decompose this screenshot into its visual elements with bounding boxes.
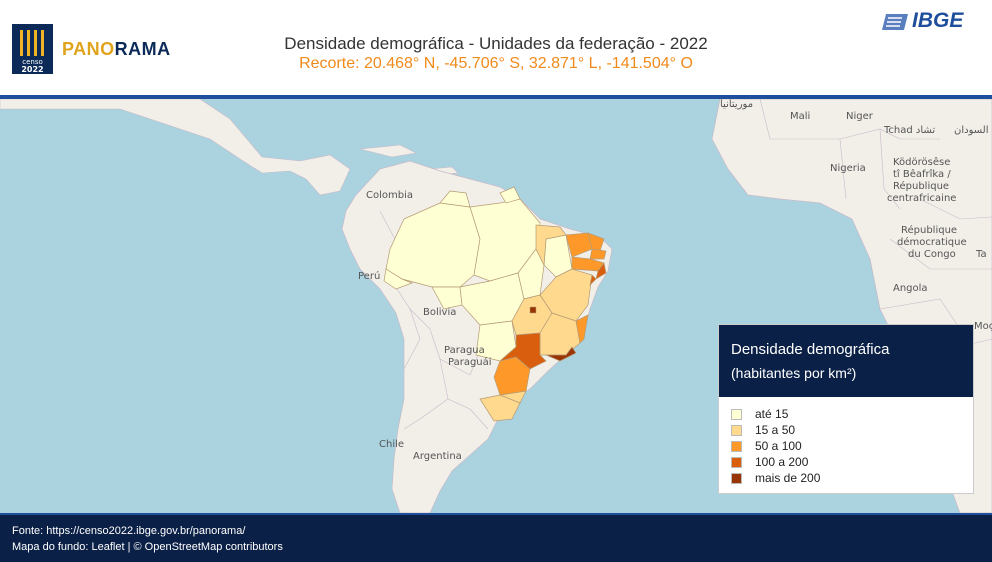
state-rio-grande-do-sul [479,394,521,422]
map-label-peru: Perú [358,271,381,282]
legend-header: Densidade demográfica (habitantes por km… [719,325,973,397]
map-label-car-line3: République [893,181,950,192]
basemap-svg [0,99,992,513]
map-legend: Densidade demográfica (habitantes por km… [718,324,974,494]
state-alagoas [595,262,607,280]
legend-label: 15 a 50 [755,423,796,437]
map-label-drc-line2: démocratique [897,237,967,248]
state-sao-paulo [499,332,547,370]
state-maranhao [535,224,567,267]
legend-label: mais de 200 [755,471,821,485]
state-paraiba [589,248,607,260]
footer-divider [0,513,992,515]
footer-basemap-credit[interactable]: Mapa do fundo: Leaflet | © OpenStreetMap… [12,541,283,553]
state-acre [383,268,413,290]
map-label-chile: Chile [379,439,405,450]
header: censo 2022 PANORAMA Densidade demográfic… [0,0,992,96]
legend-swatch [731,457,742,468]
footer: Fonte: https://censo2022.ibge.gov.br/pan… [0,513,992,562]
map-label-chad: Tchad تشاد [884,125,936,136]
legend-item: 50 a 100 [731,439,961,453]
map-label-sudan: السودان [954,125,989,136]
legend-unit: (habitantes por km²) [731,365,857,381]
page-title: Densidade demográfica - Unidades da fede… [284,34,708,53]
logo-tally-mark [34,30,37,56]
legend-swatch [731,409,742,420]
page-subtitle: Recorte: 20.468° N, -45.706° S, 32.871° … [299,55,693,72]
legend-item: mais de 200 [731,471,961,485]
land-central-america [0,99,351,196]
map-label-mozambique: Moç [974,321,992,332]
map-canvas[interactable]: موريتانيا Mali Niger Tchad تشاد السودان … [0,99,992,513]
map-label-mauritania: موريتانيا [720,99,754,110]
legend-item: 15 a 50 [731,423,961,437]
map-label-niger: Niger [846,111,873,122]
legend-label: 100 a 200 [755,455,809,469]
logo-tally-mark [27,30,30,56]
map-label-nigeria: Nigeria [830,163,866,174]
map-label-paraguay-line1: Paragua [444,345,485,356]
state-sergipe [589,274,597,287]
map-label-bolivia: Bolivia [423,307,457,318]
border-south-america [379,210,489,430]
legend-swatch [731,425,742,436]
state-rio-de-janeiro [545,346,577,362]
land-africa [711,99,992,513]
ibge-logo-icon [882,14,908,30]
header-divider [0,95,992,99]
legend-swatch [731,473,742,484]
logo-censo-text: censo [22,58,43,66]
logo-tally-mark [41,30,44,56]
state-espirito-santo [575,314,589,344]
map-label-angola: Angola [893,283,928,294]
censo-2022-logo[interactable]: censo 2022 [12,24,53,74]
logo-tally-mark [20,30,23,56]
map-label-car-line4: centrafricaine [887,193,957,204]
footer-source[interactable]: Fonte: https://censo2022.ibge.gov.br/pan… [12,525,246,537]
state-roraima [439,190,471,208]
map-label-drc-line1: République [901,225,958,236]
map-label-car-line1: Ködörösêse [893,157,951,168]
map-label-argentina: Argentina [413,451,462,462]
legend-item: 100 a 200 [731,455,961,469]
map-label-drc-line3: du Congo [908,249,956,260]
map-label-paraguay-line2: Paraguái [448,357,492,368]
panorama-logo[interactable]: PANORAMA [62,39,171,60]
panorama-logo-part-b: RAMA [114,39,171,59]
map-label-tanzania: Ta [976,249,987,260]
map-label-car-line2: tî Bêafrîka / [893,169,951,180]
logo-year-text: 2022 [21,65,44,74]
border-africa [759,99,992,350]
legend-label: 50 a 100 [755,439,802,453]
legend-title: Densidade demográfica [731,341,890,358]
legend-label: até 15 [755,407,789,421]
map-label-colombia: Colombia [366,190,413,201]
panorama-logo-part-a: PANO [62,39,115,59]
map-label-mali: Mali [790,111,811,122]
legend-swatch [731,441,742,452]
ibge-logo[interactable]: IBGE [912,9,964,32]
state-amapa [499,186,521,204]
state-distrito-federal [529,306,537,314]
state-tocantins [517,248,545,300]
legend-item: até 15 [731,407,961,421]
